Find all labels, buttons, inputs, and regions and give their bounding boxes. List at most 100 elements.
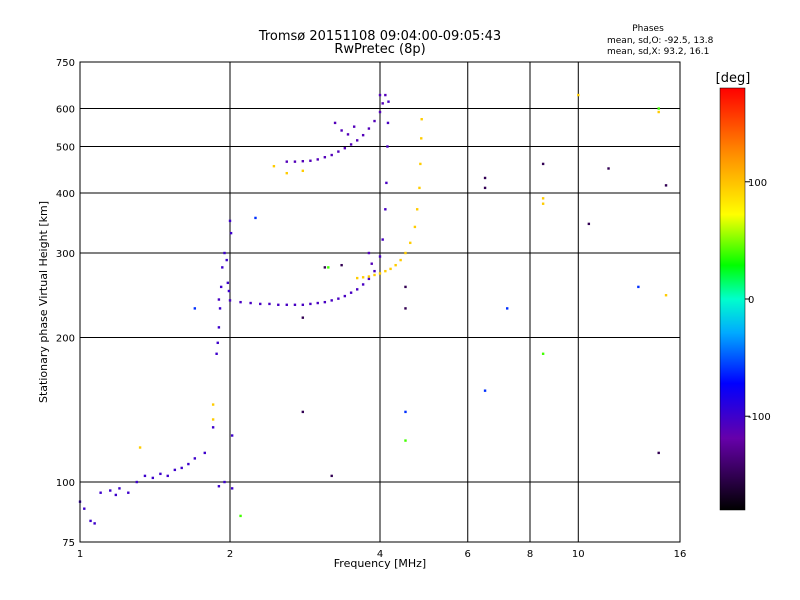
y-tick-label: 200 [56,334,75,345]
data-point [217,298,221,301]
data-point [277,303,280,307]
data-point [343,146,347,150]
colorbar-tick-label: -100 [748,412,771,423]
data-point [323,156,327,159]
data-point [637,285,640,289]
data-point [394,263,397,267]
data-point [211,426,215,429]
data-point [541,202,545,205]
data-point [381,102,384,105]
data-point [330,299,333,302]
plot-grid [80,62,680,542]
data-point [361,276,365,279]
y-tick-label: 400 [56,189,75,200]
data-point [340,129,343,132]
data-point [541,197,545,200]
data-point [373,269,376,273]
x-tick-label: 10 [572,549,585,560]
data-point [193,457,197,460]
data-point [337,150,340,153]
data-point [541,352,545,355]
data-point [223,480,226,484]
data-point [99,491,102,494]
data-point [316,158,319,161]
data-point [89,519,92,523]
data-point [337,297,340,300]
data-point [404,439,407,442]
data-point [367,127,371,130]
y-tick-label: 300 [56,249,75,260]
data-point [230,434,234,437]
data-point [203,451,206,455]
data-point [387,100,390,103]
y-tick-label: 500 [56,143,75,154]
colorbar-label: [deg] [716,71,751,86]
data-point [355,139,359,142]
x-axis-label: Frequency [MHz] [334,557,426,570]
data-point [193,307,197,310]
data-point [415,208,419,211]
data-point [293,160,297,163]
data-point [333,121,337,125]
data-point [309,302,312,306]
data-point [223,251,226,255]
data-point [355,288,359,291]
data-point [404,410,407,414]
plot-frame [79,61,681,543]
data-point [226,281,230,285]
data-point [343,294,347,298]
data-point [657,110,660,114]
data-point [378,110,382,114]
data-point [340,263,343,267]
colorbar-tick-label: 100 [748,178,767,189]
data-point [225,258,228,262]
data-point [230,487,234,490]
data-point [221,266,224,269]
data-point [419,162,422,166]
data-point [483,176,487,180]
x-tick-label: 16 [674,549,687,560]
y-tick-label: 100 [56,478,75,489]
data-point [272,164,276,168]
data-point [301,169,305,173]
data-point [327,266,330,269]
data-point [239,514,242,518]
data-point [349,143,353,146]
data-point [219,285,223,289]
data-point [373,273,376,277]
data-point [483,389,487,392]
data-point [301,410,305,414]
data-point [151,476,155,480]
data-point [384,93,387,97]
data-point [381,238,384,241]
y-tick-label: 75 [62,538,75,549]
data-point [217,326,221,329]
data-point [309,159,312,162]
chart-subtitle: RwPretec (8p) [334,42,425,57]
data-point [378,93,382,97]
data-point [346,133,350,136]
data-point [239,300,242,304]
data-point [541,162,545,166]
data-point [143,474,147,478]
data-point [323,266,327,269]
colorbar [719,87,746,511]
data-point [389,267,392,271]
data-point [187,462,190,466]
x-tick-label: 1 [77,549,83,560]
data-point [413,225,417,229]
data-point [211,418,215,421]
data-point [367,277,371,281]
colorbar-tick-label: 0 [748,295,754,306]
data-point [268,302,271,306]
phase-stats-o: mean, sd,O: -92.5, 13.8 [607,36,714,46]
data-point [587,222,591,226]
data-point [118,487,121,490]
data-point [173,468,177,472]
data-point [211,403,215,406]
data-point [577,93,580,97]
data-point [373,119,376,123]
data-point [138,446,142,449]
data-point [293,303,297,307]
data-point [404,251,407,255]
